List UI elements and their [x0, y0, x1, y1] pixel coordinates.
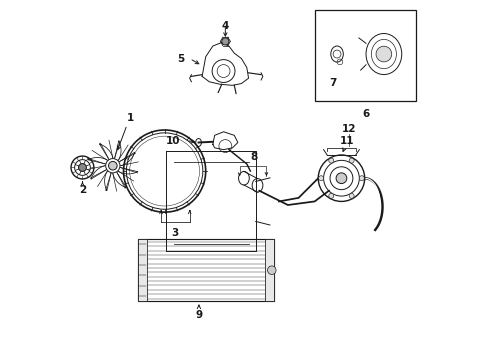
Bar	[138, 239, 273, 301]
Text: 8: 8	[250, 152, 258, 162]
Text: 5: 5	[177, 54, 184, 64]
Circle shape	[376, 46, 392, 62]
Circle shape	[359, 176, 364, 181]
Circle shape	[336, 173, 347, 184]
Bar	[315, 10, 416, 102]
Text: 9: 9	[196, 310, 202, 320]
Circle shape	[78, 163, 86, 171]
Bar	[265, 239, 273, 301]
Text: 7: 7	[329, 78, 337, 88]
Text: 4: 4	[221, 21, 229, 31]
Text: 1: 1	[127, 113, 134, 123]
Circle shape	[318, 176, 323, 181]
Text: 11: 11	[340, 136, 354, 146]
Circle shape	[349, 193, 354, 198]
Circle shape	[329, 193, 334, 198]
Text: 2: 2	[79, 185, 86, 195]
Text: 6: 6	[362, 109, 369, 118]
Circle shape	[329, 158, 334, 163]
Text: 3: 3	[172, 228, 179, 238]
Circle shape	[109, 161, 117, 170]
Bar	[138, 239, 147, 301]
Circle shape	[268, 266, 276, 274]
Text: 12: 12	[342, 123, 356, 134]
Text: 10: 10	[166, 136, 181, 146]
Circle shape	[222, 38, 229, 45]
Circle shape	[349, 158, 354, 163]
